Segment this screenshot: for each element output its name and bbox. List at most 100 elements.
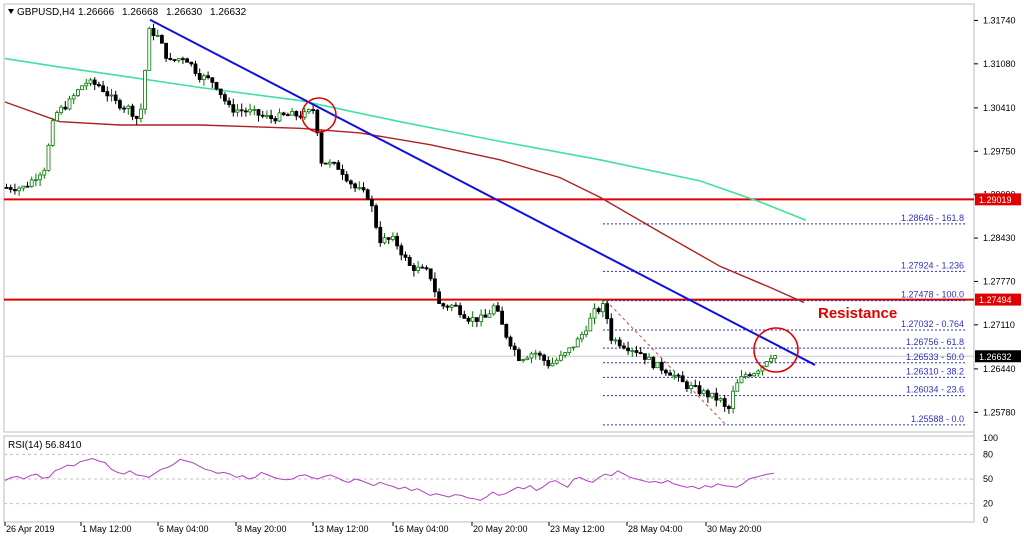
candle-body bbox=[46, 144, 51, 171]
candle-body bbox=[571, 346, 576, 349]
candle-body bbox=[689, 385, 693, 390]
candle-body bbox=[143, 69, 148, 110]
candle-body bbox=[399, 245, 404, 256]
candle-body bbox=[88, 79, 93, 84]
candle-body bbox=[134, 115, 139, 119]
candle-body bbox=[622, 345, 626, 349]
candle-body bbox=[92, 79, 97, 85]
candle-body bbox=[525, 357, 530, 360]
candle-body bbox=[168, 57, 173, 60]
candle-body bbox=[517, 349, 521, 361]
candle-body bbox=[138, 108, 143, 119]
candle-body bbox=[773, 355, 777, 359]
candle-body bbox=[180, 58, 185, 60]
candle-body bbox=[172, 59, 177, 61]
fib-level-label: 1.26310 - 38.2 bbox=[906, 366, 964, 376]
ma-fast-line bbox=[4, 101, 805, 304]
candle-body bbox=[353, 183, 358, 189]
annotation-circle-resistance bbox=[753, 327, 799, 373]
price-badge bbox=[975, 293, 1021, 306]
candle-body bbox=[613, 339, 618, 342]
fibonacci-levels: 1.28646 - 161.8 1.27924 - 1.236 1.27478 - … bbox=[603, 213, 966, 426]
candle-body bbox=[302, 111, 307, 118]
candle-body bbox=[718, 398, 723, 401]
candle-body bbox=[319, 132, 324, 164]
x-tick-label: 20 May 20:00 bbox=[473, 524, 528, 534]
candle-body bbox=[420, 266, 425, 269]
candle-body bbox=[676, 374, 681, 377]
candle-body bbox=[122, 107, 126, 110]
candle-body bbox=[264, 115, 269, 117]
candle-body bbox=[445, 305, 450, 308]
candle-body bbox=[348, 180, 353, 185]
candle-body bbox=[55, 112, 59, 122]
rsi-tick-label: 0 bbox=[983, 515, 988, 525]
candle-body bbox=[235, 109, 240, 113]
price-badge bbox=[975, 350, 1021, 363]
candle-body bbox=[701, 390, 706, 395]
candle-body bbox=[559, 354, 563, 361]
candle-body bbox=[155, 34, 160, 37]
candle-body bbox=[76, 89, 80, 97]
candle-body bbox=[231, 104, 236, 113]
fib-level-label: 1.26034 - 23.6 bbox=[906, 385, 964, 395]
price-badge bbox=[975, 193, 1021, 206]
candle-body bbox=[710, 392, 714, 398]
candle-body bbox=[580, 334, 584, 340]
candle-body bbox=[483, 314, 488, 318]
candle-body bbox=[243, 110, 248, 113]
fib-level-label: 1.26533 - 50.0 bbox=[906, 352, 964, 362]
ma-slow-line bbox=[4, 57, 807, 222]
rsi-label: RSI(14) 56.8410 bbox=[8, 440, 82, 451]
candle-body bbox=[118, 100, 122, 109]
candle-body bbox=[17, 187, 22, 192]
x-axis-ticks: 26 Apr 2019 1 May 12:00 6 May 04:00 8 May 2… bbox=[4, 522, 762, 534]
header-close: 1.26632 bbox=[210, 7, 247, 18]
candle-body bbox=[685, 381, 689, 390]
candle-body bbox=[285, 114, 290, 117]
candle-body bbox=[588, 317, 593, 332]
header-low: 1.26630 bbox=[166, 7, 203, 18]
candle-body bbox=[361, 187, 366, 191]
candle-body bbox=[458, 305, 463, 316]
price-badge-label: 1.26632 bbox=[979, 352, 1012, 362]
y-tick-label: 1.25780 bbox=[983, 407, 1016, 417]
candle-body bbox=[50, 120, 55, 146]
candle-body bbox=[130, 105, 135, 117]
candle-body bbox=[147, 27, 152, 71]
dropdown-triangle-icon[interactable] bbox=[8, 9, 14, 14]
candle-body bbox=[630, 350, 635, 353]
candle-body bbox=[592, 308, 597, 319]
candle-body bbox=[659, 361, 664, 371]
rsi-tick-label: 100 bbox=[983, 433, 998, 443]
candle-body bbox=[218, 88, 223, 96]
header-high: 1.26668 bbox=[122, 7, 159, 18]
candle-body bbox=[294, 111, 299, 117]
candle-body bbox=[521, 359, 525, 361]
candle-body bbox=[386, 237, 391, 240]
candle-body bbox=[605, 303, 609, 320]
candle-body bbox=[365, 189, 370, 200]
candle-body bbox=[344, 174, 349, 182]
candle-body bbox=[756, 370, 761, 375]
candle-body bbox=[416, 266, 421, 271]
candle-body bbox=[260, 114, 265, 117]
candle-body bbox=[495, 305, 500, 312]
trendlines bbox=[149, 18, 816, 366]
candle-body bbox=[424, 267, 429, 270]
candle-body bbox=[227, 100, 232, 106]
candle-body bbox=[617, 339, 622, 347]
candle-body bbox=[189, 61, 194, 65]
candle-body bbox=[533, 352, 538, 355]
candle-body bbox=[466, 317, 471, 322]
candle-body bbox=[403, 254, 408, 258]
candle-body bbox=[764, 361, 769, 367]
candle-body bbox=[769, 358, 773, 362]
fib-level-label: 1.28646 - 161.8 bbox=[901, 213, 964, 223]
moving-averages bbox=[4, 57, 807, 304]
x-tick-label: 13 May 12:00 bbox=[314, 524, 369, 534]
y-tick-label: 1.29750 bbox=[983, 146, 1016, 156]
rsi-series bbox=[4, 453, 974, 505]
candle-body bbox=[311, 109, 316, 112]
